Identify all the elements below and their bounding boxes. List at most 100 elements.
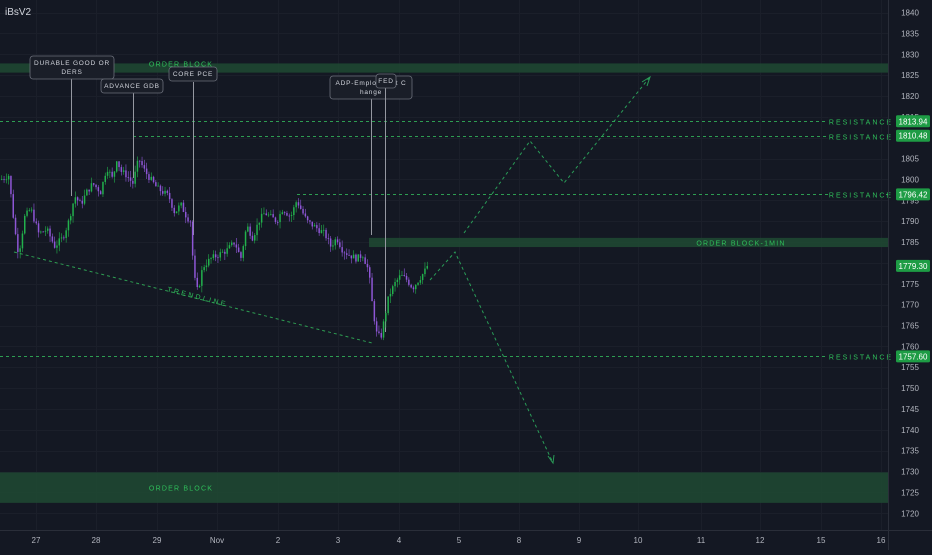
candle-body[interactable]	[258, 222, 261, 225]
candle-body[interactable]	[166, 190, 169, 193]
bearish-projection[interactable]	[429, 251, 554, 464]
candle-body[interactable]	[217, 257, 219, 259]
order-block-zone[interactable]	[369, 237, 888, 248]
candle-body[interactable]	[237, 247, 240, 253]
candle-body[interactable]	[171, 199, 173, 208]
candle-body[interactable]	[240, 252, 242, 258]
order-block-zone[interactable]	[0, 63, 888, 73]
candle-body[interactable]	[350, 255, 353, 259]
candle-body[interactable]	[164, 190, 166, 194]
candle-body[interactable]	[362, 257, 364, 259]
time-axis[interactable]: 27 28 29 Nov 2 3 4 5 8 9 10 11 12 15 16	[32, 536, 886, 545]
candle-body[interactable]	[159, 185, 162, 192]
candle-body[interactable]	[120, 167, 123, 172]
candle-body[interactable]	[102, 181, 104, 195]
candle-body[interactable]	[24, 215, 26, 234]
candle-body[interactable]	[118, 161, 120, 168]
candle-body[interactable]	[343, 252, 346, 254]
candle-body[interactable]	[185, 211, 187, 218]
candle-body[interactable]	[387, 296, 389, 314]
candle-body[interactable]	[212, 254, 215, 259]
candle-body[interactable]	[88, 189, 90, 192]
candle-body[interactable]	[297, 202, 300, 206]
candle-body[interactable]	[293, 207, 295, 216]
candle-body[interactable]	[182, 202, 185, 212]
candle-body[interactable]	[286, 213, 288, 216]
candle-body[interactable]	[421, 274, 424, 281]
candle-body[interactable]	[56, 245, 58, 248]
candle-body[interactable]	[148, 174, 150, 180]
candle-body[interactable]	[398, 275, 401, 280]
candle-body[interactable]	[81, 200, 84, 204]
candle-body[interactable]	[251, 235, 254, 241]
candle-body[interactable]	[348, 254, 350, 256]
candle-body[interactable]	[205, 265, 208, 268]
candle-body[interactable]	[99, 191, 102, 195]
candle-body[interactable]	[155, 182, 157, 187]
candle-body[interactable]	[173, 207, 176, 214]
candle-body[interactable]	[288, 215, 291, 217]
bullish-projection[interactable]	[463, 76, 651, 234]
candle-body[interactable]	[327, 238, 330, 240]
candle-body[interactable]	[141, 161, 143, 166]
candle-body[interactable]	[224, 251, 226, 254]
candle-body[interactable]	[150, 176, 153, 180]
candle-body[interactable]	[313, 225, 316, 227]
candle-body[interactable]	[247, 226, 249, 232]
candle-body[interactable]	[90, 183, 93, 192]
candle-body[interactable]	[412, 287, 415, 290]
candle-body[interactable]	[162, 191, 164, 194]
candle-body[interactable]	[306, 216, 309, 221]
event-callout[interactable]	[168, 66, 218, 82]
candle-body[interactable]	[51, 236, 54, 242]
candle-body[interactable]	[419, 280, 422, 283]
candle-body[interactable]	[49, 228, 51, 237]
candle-body[interactable]	[196, 277, 199, 288]
candle-body[interactable]	[95, 184, 97, 188]
trendline[interactable]	[13, 251, 373, 344]
candle-body[interactable]	[226, 248, 228, 254]
candle-body[interactable]	[37, 223, 40, 233]
candle-body[interactable]	[5, 179, 8, 181]
candle-body[interactable]	[371, 277, 373, 302]
candle-body[interactable]	[300, 205, 302, 209]
candle-body[interactable]	[235, 244, 238, 248]
candle-body[interactable]	[426, 266, 429, 269]
candle-body[interactable]	[122, 170, 125, 172]
candle-body[interactable]	[394, 282, 396, 287]
candle-body[interactable]	[21, 233, 24, 249]
candle-body[interactable]	[7, 175, 10, 180]
candle-body[interactable]	[382, 321, 385, 338]
candle-body[interactable]	[341, 247, 343, 253]
candle-body[interactable]	[336, 239, 339, 243]
candle-body[interactable]	[401, 275, 403, 276]
candle-body[interactable]	[389, 293, 392, 297]
event-callout[interactable]	[100, 78, 164, 94]
candle-body[interactable]	[47, 228, 49, 231]
candle-body[interactable]	[408, 279, 410, 285]
candle-body[interactable]	[129, 177, 132, 181]
candle-body[interactable]	[210, 258, 212, 259]
candle-body[interactable]	[221, 251, 224, 253]
candle-body[interactable]	[79, 200, 81, 202]
candle-body[interactable]	[187, 217, 189, 222]
candle-body[interactable]	[334, 239, 337, 246]
candle-body[interactable]	[134, 171, 136, 184]
candle-body[interactable]	[323, 229, 325, 231]
candle-body[interactable]	[373, 301, 376, 322]
candle-body[interactable]	[316, 225, 318, 229]
candle-body[interactable]	[256, 224, 258, 236]
candle-body[interactable]	[106, 171, 109, 176]
candle-body[interactable]	[93, 183, 95, 185]
candle-body[interactable]	[132, 180, 134, 184]
candle-body[interactable]	[242, 246, 245, 258]
candle-body[interactable]	[3, 178, 5, 180]
candle-body[interactable]	[136, 160, 139, 172]
candle-body[interactable]	[109, 171, 111, 173]
candle-body[interactable]	[72, 203, 74, 217]
candle-body[interactable]	[228, 245, 231, 249]
candle-body[interactable]	[339, 242, 341, 248]
candle-body[interactable]	[304, 213, 307, 217]
candle-body[interactable]	[254, 235, 256, 241]
